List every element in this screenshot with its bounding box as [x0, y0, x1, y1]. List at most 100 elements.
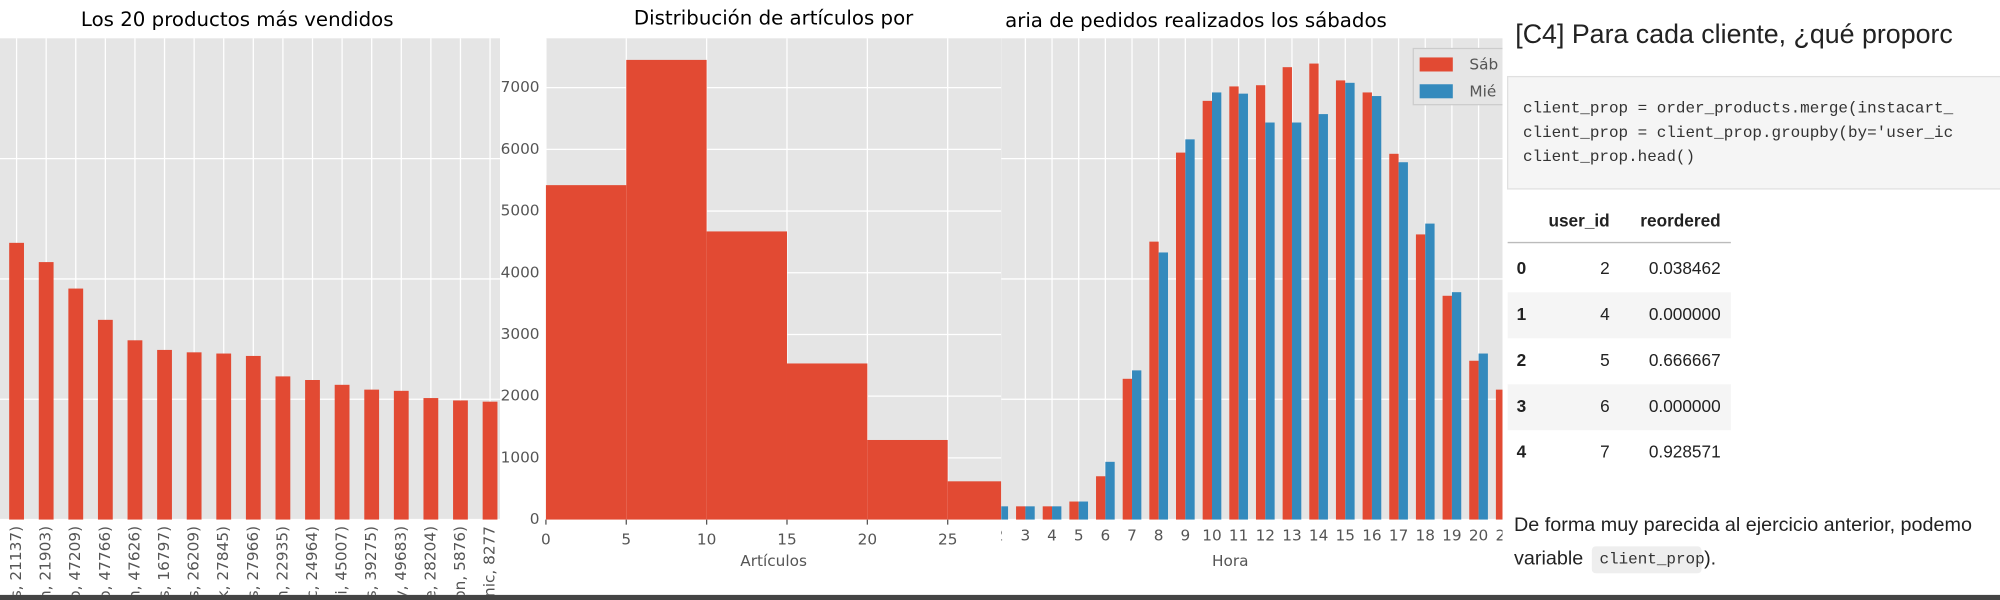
table-cell: 2 — [1600, 258, 1610, 278]
bar — [706, 231, 787, 520]
table-cell: 0.000000 — [1649, 304, 1721, 324]
x-tick-label: 9 — [1180, 527, 1190, 545]
bottom-bar — [0, 594, 2000, 600]
legend-swatch — [1419, 84, 1453, 99]
x-tick-label: 5 — [1074, 527, 1084, 545]
bar — [1309, 63, 1319, 520]
row-index: 4 — [1517, 442, 1527, 462]
bar — [453, 400, 468, 520]
x-tick-label: 19 — [1442, 527, 1461, 545]
x-tick-label: 25 — [938, 530, 957, 548]
bar — [1265, 122, 1275, 520]
x-tick-label: 8 — [1154, 527, 1164, 545]
x-tick-label: rries, 39275) — [362, 526, 380, 600]
table-cell: 0.038462 — [1649, 258, 1721, 278]
inline-code-bg — [1591, 546, 1702, 574]
paragraph: De forma muy parecida al ejercicio anter… — [1514, 514, 1972, 536]
x-tick-label: 13 — [1282, 527, 1301, 545]
x-tick-label: rries, 21137) — [7, 526, 25, 600]
bar — [1122, 378, 1133, 520]
x-tick-label: nion, 22935) — [273, 526, 291, 600]
x-tick-label: 6 — [1100, 527, 1110, 545]
x-tick-label: rries, 16797) — [155, 526, 173, 600]
x-tick-label: 18 — [1416, 527, 1435, 545]
x-tick-label: cado, 47766) — [96, 526, 114, 600]
bar — [1078, 501, 1089, 520]
bar — [1335, 80, 1346, 520]
bar — [1345, 82, 1355, 520]
bar — [1478, 353, 1488, 520]
table-cell: 5 — [1600, 350, 1610, 370]
chart: Los 20 productos más vendidos01000020000… — [0, 0, 500, 600]
bar — [1052, 506, 1062, 520]
chart: aria de pedidos realizados los sábados01… — [994, 0, 1503, 595]
bar — [423, 398, 439, 520]
title: Distribución de artículos por — [634, 7, 914, 30]
bar — [275, 376, 291, 520]
bar — [626, 59, 707, 520]
title: Los 20 productos más vendidos — [81, 8, 394, 31]
row-index: 3 — [1517, 396, 1527, 416]
table-cell: 4 — [1600, 304, 1610, 324]
y-tick-label: 6000 — [501, 140, 540, 158]
code-line: client_prop = client_prop.groupby(by='us… — [1523, 124, 1953, 142]
x-tick-label: 12 — [1256, 527, 1275, 545]
bar — [1291, 122, 1302, 520]
x-tick-label: arlic, 24964) — [303, 526, 321, 600]
bar — [1362, 92, 1372, 520]
x-tick-label: 5 — [621, 530, 631, 548]
x-tick-label: chini, 45007) — [333, 526, 351, 600]
bar — [1238, 93, 1248, 520]
paragraph: ). — [1704, 547, 1716, 569]
x-tick-label: 4 — [1047, 527, 1057, 545]
output-table: user_id reordered 0 2 0.038462 1 4 0.000000 2 5 0.… — [1507, 211, 1731, 462]
x-tick-label: 14 — [1309, 527, 1328, 545]
bar — [1185, 139, 1195, 520]
bar — [1202, 100, 1212, 520]
x-tick-label: ganic, 8277 — [481, 526, 499, 600]
x-tick-label: 2 — [994, 527, 1004, 545]
x-tick-label: 7 — [1127, 527, 1137, 545]
code-cell[interactable] — [1507, 75, 2000, 190]
x-tick-label: 15 — [1336, 527, 1355, 545]
bar — [1371, 96, 1382, 520]
x-tick-label: irby, 49683) — [392, 526, 410, 600]
row-stripe — [1507, 292, 1731, 339]
x-axis-label: Artículos — [740, 552, 807, 570]
x-tick-label: 16 — [1362, 527, 1381, 545]
row-index: 2 — [1517, 350, 1527, 370]
bar — [1425, 223, 1435, 520]
cell-title: [C4] Para cada cliente, ¿qué proporc — [1515, 19, 1952, 49]
bar — [97, 319, 113, 520]
bar — [245, 355, 261, 520]
bar — [1158, 252, 1169, 520]
legend-label: Sáb — [1469, 56, 1498, 74]
column-header: reordered — [1640, 211, 1720, 231]
column-header: user_id — [1548, 211, 1609, 231]
bar — [1255, 85, 1266, 520]
bar — [1415, 234, 1426, 520]
code-line: client_prop.head() — [1523, 148, 1695, 166]
bar — [1229, 86, 1239, 520]
paragraph: variable — [1514, 547, 1583, 569]
x-tick-label: 17 — [1389, 527, 1408, 545]
table-cell: 6 — [1600, 396, 1610, 416]
bar — [1096, 476, 1106, 520]
notebook: [C4] Para cada cliente, ¿qué proporc cli… — [1502, 0, 2000, 595]
y-tick-label: 3000 — [501, 325, 540, 343]
bar — [1211, 92, 1222, 520]
legend-label: Mié — [1469, 82, 1496, 100]
bar — [1442, 295, 1452, 520]
x-tick-label: 11 — [1229, 527, 1248, 545]
x-tick-label: cado, 47209) — [66, 526, 84, 600]
table-cell: 0.928571 — [1649, 442, 1721, 462]
x-axis-label: Hora — [1212, 552, 1249, 570]
chart: Distribución de artículos por 0 1000 2000 30… — [500, 0, 1002, 595]
bar — [393, 390, 409, 520]
y-tick-label: 4000 — [501, 263, 540, 281]
x-tick-label: 10 — [1202, 527, 1221, 545]
table-cell: 7 — [1600, 442, 1610, 462]
bar — [1001, 506, 1009, 520]
